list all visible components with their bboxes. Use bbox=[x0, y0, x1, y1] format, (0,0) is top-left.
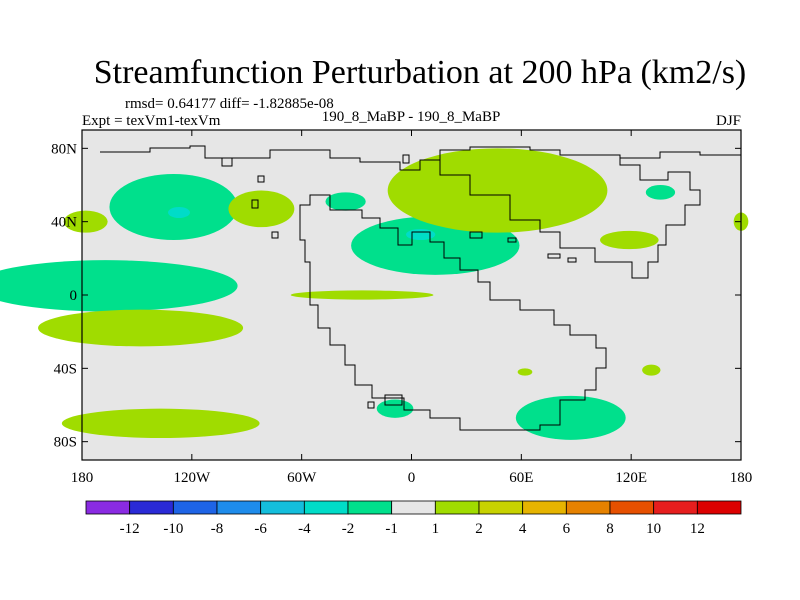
colorbar-label: -4 bbox=[298, 521, 311, 537]
anomaly-region-6 bbox=[228, 190, 295, 228]
anomaly-region-10 bbox=[406, 229, 436, 240]
x-tick-label: 120W bbox=[173, 470, 211, 486]
x-tick-label: 120E bbox=[615, 470, 647, 486]
continent-outline-north bbox=[100, 145, 741, 171]
anomaly-region-11 bbox=[387, 148, 608, 233]
colorbar-box bbox=[522, 500, 567, 515]
island-outline bbox=[367, 401, 375, 409]
stats-label: rmsd= 0.64177 diff= -1.82885e-08 bbox=[125, 96, 334, 112]
colorbar-box bbox=[653, 500, 698, 515]
colorbar-label: 12 bbox=[690, 521, 705, 537]
colorbar-label: 6 bbox=[563, 521, 571, 537]
colorbar-label: -12 bbox=[120, 521, 140, 537]
colorbar-label: -6 bbox=[254, 521, 267, 537]
season-label: DJF bbox=[716, 113, 741, 129]
x-axis: 180 120W 60W 0 60E 120E 180 bbox=[71, 130, 753, 486]
continent-outline-asia-east bbox=[439, 150, 701, 279]
anomaly-region-3 bbox=[0, 260, 238, 312]
colorbar-box bbox=[85, 500, 131, 515]
colorbar-box bbox=[260, 500, 305, 515]
anomaly-region-14 bbox=[517, 368, 533, 376]
colorbar-box bbox=[347, 500, 393, 515]
colorbar-box bbox=[391, 500, 436, 515]
colorbar-box bbox=[216, 500, 262, 515]
island-outline bbox=[251, 199, 259, 209]
y-tick-label: 40S bbox=[54, 361, 77, 377]
y-tick-label: 80S bbox=[54, 435, 77, 451]
colorbar-box bbox=[434, 500, 480, 515]
island-outline bbox=[384, 394, 403, 406]
x-tick-label: 60W bbox=[287, 470, 317, 486]
colorbar-box bbox=[172, 500, 218, 515]
map-plot-area bbox=[0, 129, 749, 461]
x-tick-label: 180 bbox=[730, 470, 753, 486]
experiment-label: Expt = texVm1-texVm bbox=[82, 113, 221, 129]
case-label: 190_8_MaBP - 190_8_MaBP bbox=[322, 109, 501, 125]
anomaly-region-4 bbox=[38, 309, 244, 347]
colorbar-box bbox=[696, 500, 742, 515]
island-outline bbox=[402, 154, 410, 164]
x-tick-label: 180 bbox=[71, 470, 94, 486]
colorbar-label: 10 bbox=[646, 521, 661, 537]
colorbar-label: -8 bbox=[211, 521, 224, 537]
island-outline bbox=[567, 257, 577, 263]
continent-outline-europe-asia bbox=[299, 194, 607, 431]
y-tick-label: 0 bbox=[70, 288, 78, 304]
y-axis: 80N 40N 0 40S 80S bbox=[51, 141, 741, 451]
chart-title: Streamfunction Perturbation at 200 hPa (… bbox=[94, 54, 747, 91]
island-outline bbox=[547, 253, 561, 259]
island-outline bbox=[469, 231, 483, 239]
anomaly-region-15 bbox=[642, 364, 661, 376]
island-outline bbox=[271, 231, 279, 239]
colorbar-label: 4 bbox=[519, 521, 527, 537]
anomaly-region-7 bbox=[325, 192, 366, 211]
colorbar: -12 -10 -8 -6 -4 -2 -1 1 2 4 6 8 10 12 bbox=[85, 500, 742, 537]
continent-outlines bbox=[100, 145, 741, 431]
anomaly-region-12 bbox=[376, 399, 414, 418]
island-outline bbox=[507, 237, 517, 243]
colorbar-label: -1 bbox=[385, 521, 398, 537]
colorbar-label: 1 bbox=[432, 521, 440, 537]
anomaly-region-13 bbox=[515, 395, 626, 440]
anomaly-contours bbox=[0, 148, 749, 440]
island-outline bbox=[221, 157, 233, 167]
colorbar-label: -10 bbox=[163, 521, 183, 537]
anomaly-region-16 bbox=[600, 230, 659, 250]
anomaly-region-2 bbox=[168, 207, 191, 218]
y-tick-label: 40N bbox=[51, 215, 77, 231]
x-tick-label: 0 bbox=[408, 470, 416, 486]
anomaly-region-5 bbox=[61, 408, 260, 439]
y-tick-label: 80N bbox=[51, 141, 77, 157]
anomaly-region-8 bbox=[290, 290, 434, 300]
colorbar-box bbox=[478, 500, 524, 515]
island-outline bbox=[257, 175, 265, 183]
colorbar-box bbox=[565, 500, 611, 515]
colorbar-box bbox=[609, 500, 655, 515]
colorbar-label: -2 bbox=[342, 521, 355, 537]
anomaly-region-17 bbox=[645, 185, 676, 200]
colorbar-label: 8 bbox=[606, 521, 614, 537]
x-tick-label: 60E bbox=[509, 470, 533, 486]
colorbar-label: 2 bbox=[475, 521, 483, 537]
colorbar-box bbox=[303, 500, 349, 515]
anomaly-region-1 bbox=[109, 174, 238, 240]
colorbar-box bbox=[129, 500, 174, 515]
